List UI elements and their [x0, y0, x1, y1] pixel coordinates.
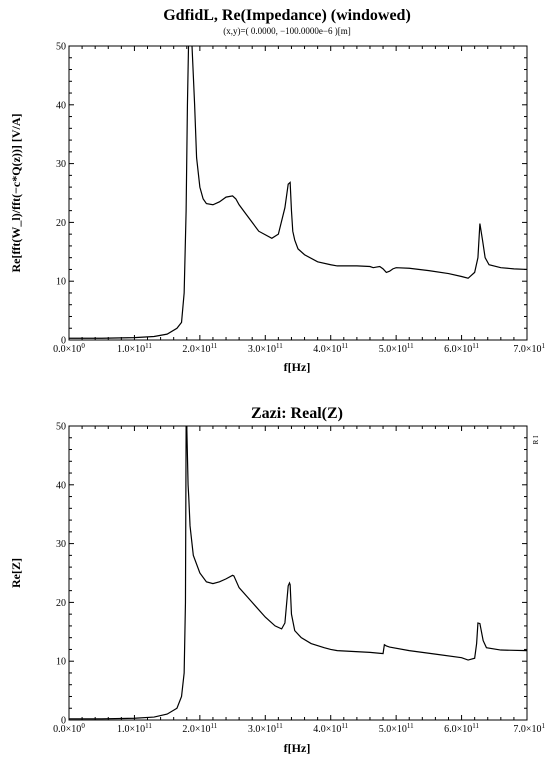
bottom-y-tick-label: 0 — [61, 716, 66, 727]
top-chart-title: GdfidL, Re(Impedance) (windowed) — [163, 7, 411, 24]
bottom-y-tick-label: 20 — [56, 598, 66, 609]
bottom-y-tick-label: 40 — [56, 480, 66, 491]
top-series-line — [69, 46, 527, 339]
top-y-tick-label: 20 — [56, 218, 66, 229]
top-y-tick-label: 40 — [56, 100, 66, 111]
bottom-plot-frame — [68, 425, 528, 721]
bottom-x-tick-label: 1.0×1011 — [117, 722, 152, 735]
top-axis-ticks: 0.0×100 1.0×1011 2.0×1011 3.0×1011 4.0×1011 5… — [53, 42, 545, 356]
top-chart-subtitle: (x,y)=( 0.0000, −100.0000e−6 )[m] — [223, 26, 350, 36]
bottom-y-tick-label: 10 — [56, 657, 66, 668]
top-y-tick-label: 30 — [56, 159, 66, 170]
top-x-tick-label: 4.0×1011 — [313, 342, 348, 355]
bottom-x-axis-label: f[Hz] — [284, 741, 311, 755]
top-x-tick-label: 5.0×1011 — [379, 342, 414, 355]
top-y-axis-label: Re[fft(W_l)/fft(−c*Q(z))] [V/A] — [9, 113, 23, 272]
top-y-tick-label: 10 — [56, 277, 66, 288]
bottom-y-axis-label: Re[Z] — [9, 558, 23, 588]
top-x-tick-label: 6.0×1011 — [444, 342, 479, 355]
top-y-tick-label: 0 — [61, 336, 66, 347]
bottom-x-tick-label: 2.0×1011 — [182, 722, 217, 735]
top-x-tick-label: 1.0×1011 — [117, 342, 152, 355]
top-plot-frame — [68, 45, 528, 341]
bottom-chart-title: Zazi: Real(Z) — [251, 405, 343, 422]
bottom-x-tick-label: 0.0×100 — [53, 722, 85, 735]
bottom-x-tick-label: 5.0×1011 — [379, 722, 414, 735]
bottom-axis-ticks: 0.0×100 1.0×1011 2.0×1011 3.0×1011 4.0×1011 5… — [53, 422, 545, 736]
bottom-x-tick-label: 4.0×1011 — [313, 722, 348, 735]
bottom-series-line — [69, 426, 527, 720]
bottom-x-tick-label: 6.0×1011 — [444, 722, 479, 735]
bottom-x-tick-label: 7.0×101 — [513, 722, 545, 735]
right-edge-marker: R I — [532, 435, 540, 444]
top-chart-panel: GdfidL, Re(Impedance) (windowed) (x,y)=(… — [9, 7, 545, 374]
bottom-x-tick-label: 3.0×1011 — [248, 722, 283, 735]
top-x-tick-label: 7.0×101 — [513, 342, 545, 355]
bottom-chart-panel: Zazi: Real(Z) f[Hz] Re[Z] R I 0.0×100 1.0… — [9, 405, 545, 755]
top-x-tick-label: 0.0×100 — [53, 342, 85, 355]
bottom-y-tick-label: 30 — [56, 539, 66, 550]
top-x-tick-label: 3.0×1011 — [248, 342, 283, 355]
bottom-y-tick-label: 50 — [56, 422, 66, 433]
top-x-axis-label: f[Hz] — [284, 360, 311, 374]
top-y-tick-label: 50 — [56, 42, 66, 53]
top-x-tick-label: 2.0×1011 — [182, 342, 217, 355]
